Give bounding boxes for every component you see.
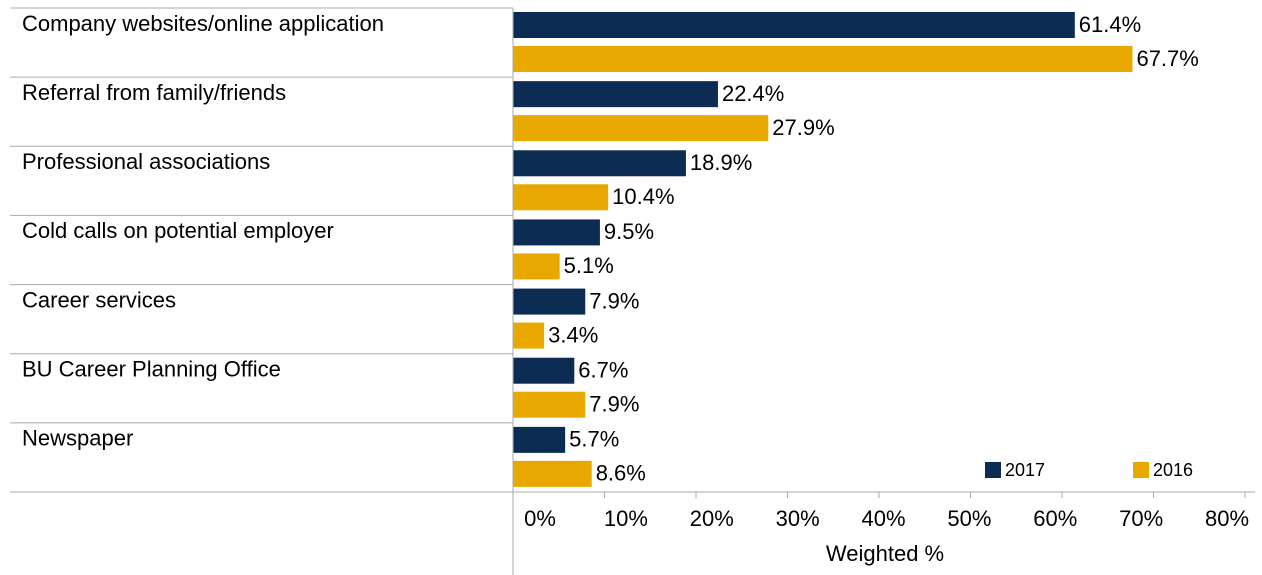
value-label: 27.9% (772, 115, 834, 140)
bar (513, 288, 586, 315)
value-label: 6.7% (578, 358, 628, 383)
bar (513, 46, 1133, 72)
legend-label: 2016 (1153, 460, 1193, 480)
legend-label: 2017 (1005, 460, 1045, 480)
bar (513, 150, 686, 177)
bar (513, 81, 718, 108)
x-tick-label: 80% (1205, 506, 1249, 531)
x-tick-label: 10% (604, 506, 648, 531)
bar (513, 184, 609, 211)
value-label: 18.9% (690, 150, 752, 175)
legend-swatch (985, 462, 1001, 478)
category-label: Career services (22, 287, 176, 312)
bar (513, 322, 545, 349)
bar (513, 253, 560, 280)
legend-swatch (1133, 462, 1149, 478)
x-tick-label: 60% (1033, 506, 1077, 531)
value-label: 7.9% (589, 288, 639, 313)
x-tick-label: 70% (1119, 506, 1163, 531)
bar (513, 391, 586, 418)
category-label: BU Career Planning Office (22, 357, 281, 382)
bar (513, 219, 600, 246)
category-label: Cold calls on potential employer (22, 218, 334, 243)
bar (513, 460, 592, 487)
x-tick-label: 50% (947, 506, 991, 531)
bar (513, 12, 1075, 38)
value-label: 5.1% (564, 253, 614, 278)
bar (513, 357, 575, 384)
value-label: 10.4% (612, 184, 674, 209)
bar (513, 426, 566, 453)
value-label: 9.5% (604, 219, 654, 244)
value-label: 22.4% (722, 81, 784, 106)
category-label: Referral from family/friends (22, 80, 286, 105)
x-axis-label: Weighted % (826, 541, 944, 566)
bar (513, 115, 769, 142)
x-tick-label: 30% (776, 506, 820, 531)
value-label: 8.6% (596, 461, 646, 486)
value-label: 67.7% (1136, 46, 1198, 71)
category-label: Company websites/online application (22, 11, 384, 36)
value-label: 7.9% (589, 392, 639, 417)
value-label: 5.7% (569, 427, 619, 452)
category-label: Newspaper (22, 426, 133, 451)
x-tick-label: 0% (524, 506, 556, 531)
x-tick-label: 40% (861, 506, 905, 531)
x-tick-label: 20% (690, 506, 734, 531)
category-label: Professional associations (22, 149, 270, 174)
value-label: 61.4% (1079, 12, 1141, 37)
value-label: 3.4% (548, 322, 598, 347)
